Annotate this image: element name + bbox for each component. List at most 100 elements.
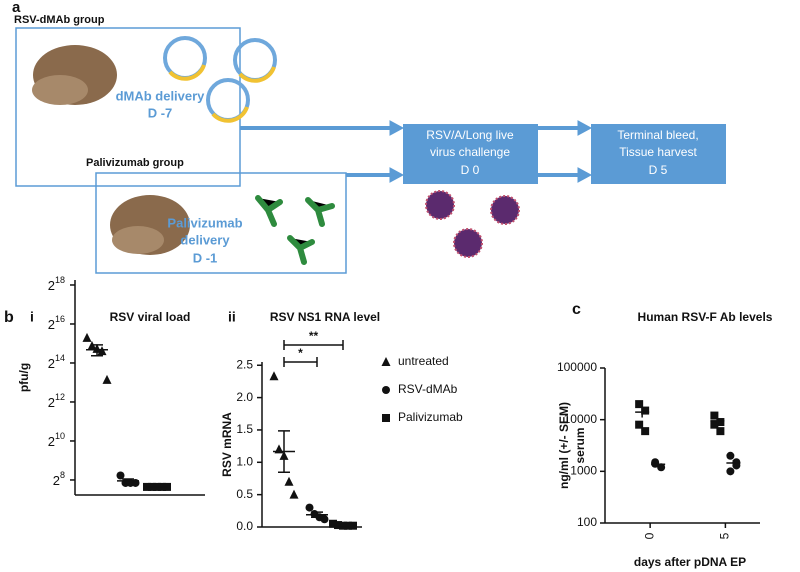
point [635,400,644,409]
tick-exponent: 10 [55,431,65,441]
tick-base: 2 [53,473,60,488]
error-bar [122,478,134,484]
point [641,427,650,436]
y-tick-label: 1.5 [236,422,253,436]
tick-base: 2 [48,395,55,410]
point [116,471,125,480]
error-bar [91,344,103,357]
y-tick-label: 214 [48,353,65,371]
point [97,346,107,356]
point [305,503,314,512]
y-axis-label: ng/ml (+/- SEM) [557,402,571,489]
step-box [591,124,726,184]
step-text: D 5 [649,163,668,177]
point [284,476,294,486]
legend-marker [382,414,390,422]
point [329,519,337,528]
significance-label: ** [309,329,319,343]
significance-bar [283,340,344,350]
sub-label: i [30,309,34,325]
y-tick-label: 10000 [564,412,598,426]
tick-base: 2 [48,356,55,371]
point [641,406,650,415]
tick-exponent: 16 [55,314,65,324]
y-tick-label: 218 [48,275,65,293]
point [716,427,725,436]
mouse [112,226,164,254]
point [710,411,719,420]
y-tick-label: 0.5 [236,487,253,501]
point [82,332,92,342]
error-bar [337,524,349,527]
sub-label: ii [228,309,236,325]
box-text: dMAb delivery [116,88,206,103]
antibodies [255,195,335,265]
box-text: delivery [180,232,230,247]
point [657,463,666,472]
step-text: virus challenge [430,145,510,159]
plasmids [163,36,277,123]
point [716,418,725,427]
tick-base: 2 [48,278,55,293]
point [710,420,719,429]
step-text: Terminal bleed, [617,128,698,142]
tick-base: 2 [48,434,55,449]
y-tick-label: 1.0 [236,454,253,468]
chart-title: RSV NS1 RNA level [270,310,380,324]
x-tick-label: 5 [718,532,732,539]
box-text: D -7 [148,105,173,120]
legend-marker [381,357,391,366]
step-box [403,124,538,184]
point [289,489,299,499]
y-tick-label: 2.5 [236,357,253,371]
y-axis-label: serum [573,427,587,463]
panel-label: b [4,309,14,326]
legend-label: untreated [398,354,449,368]
y-tick-label: 1000 [570,464,597,478]
y-axis-label: RSV mRNA [220,412,234,477]
group-label: RSV-dMAb group [14,14,105,26]
arrows [240,120,593,183]
tick-exponent: 8 [60,470,65,480]
chart-title: RSV viral load [110,310,191,324]
step-text: D 0 [461,163,480,177]
y-tick-label: 2.0 [236,390,253,404]
y-tick-label: 0.0 [236,519,253,533]
y-tick-label: 212 [48,392,65,410]
x-tick-label: 0 [642,532,656,539]
box-text: D -1 [193,250,218,265]
x-axis-label: days after pDNA EP [634,555,746,569]
group-box [95,172,347,274]
point [102,374,112,384]
chart-title: Human RSV-F Ab levels [638,310,773,324]
group-label: Palivizumab group [86,157,184,169]
step-text: RSV/A/Long live [426,128,514,142]
error-bar [278,430,290,474]
viruses [425,190,520,258]
legend-label: Palivizumab [398,410,463,424]
significance-label: * [298,346,303,360]
panel-label: c [572,301,581,318]
step-text: Tissue harvest [619,145,697,159]
point [732,458,741,467]
tick-exponent: 12 [55,392,65,402]
box-text: Palivizumab [167,215,242,230]
tick-exponent: 14 [55,353,65,363]
legend-marker [382,386,390,394]
tick-exponent: 18 [55,275,65,285]
panel-label: a [12,0,21,16]
point [320,515,329,524]
mouse [32,75,88,105]
tick-base: 2 [48,317,55,332]
y-tick-label: 100 [577,515,597,529]
legend-label: RSV-dMAb [398,382,458,396]
point [635,420,644,429]
point [269,371,279,381]
y-tick-label: 28 [53,470,65,488]
error-bar [311,511,323,519]
y-tick-label: 210 [48,431,65,449]
y-tick-label: 216 [48,314,65,332]
group-box [15,27,241,187]
y-axis-label: pfu/g [17,363,31,392]
